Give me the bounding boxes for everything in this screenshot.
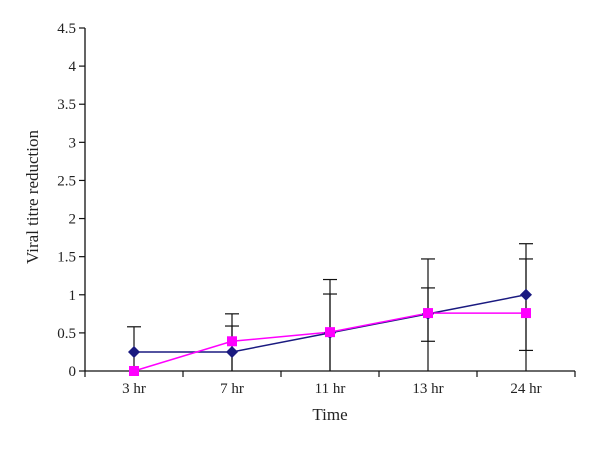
x-axis-title: Time: [312, 405, 347, 424]
x-tick-label: 24 hr: [510, 381, 541, 397]
series-2-point: [521, 308, 531, 319]
x-tick-label: 11 hr: [315, 381, 346, 397]
y-tick-label: 1: [69, 288, 77, 304]
y-tick-label: 2: [69, 212, 77, 228]
series-1-point: [520, 288, 532, 301]
y-tick-label: 3: [69, 135, 77, 151]
x-tick-label: 13 hr: [412, 381, 443, 397]
series-1-point: [128, 345, 140, 358]
series-markers: [128, 288, 532, 376]
series-1-point: [226, 345, 238, 358]
y-tick-label: 4: [69, 59, 77, 75]
y-tick-label: 1.5: [57, 250, 76, 266]
y-axis-title: Viral titre reduction: [23, 130, 42, 264]
x-tick-label: 3 hr: [122, 381, 146, 397]
ticks: 0 0.5 1 1.5 2 2.5 3 3.5 4 4.5 3 hr 7 hr 11 hr 13 hr 24…: [57, 21, 576, 397]
y-tick-label: 0: [69, 364, 77, 380]
series-2-point: [227, 336, 237, 347]
y-tick-label: 3.5: [57, 97, 76, 113]
series-2-point: [325, 327, 335, 338]
y-tick-label: 2.5: [57, 173, 76, 189]
series-2-point: [423, 308, 433, 319]
series-2-point: [129, 366, 139, 376]
x-tick-label: 7 hr: [220, 381, 244, 397]
y-tick-label: 0.5: [57, 326, 76, 342]
y-tick-label: 4.5: [57, 21, 76, 37]
